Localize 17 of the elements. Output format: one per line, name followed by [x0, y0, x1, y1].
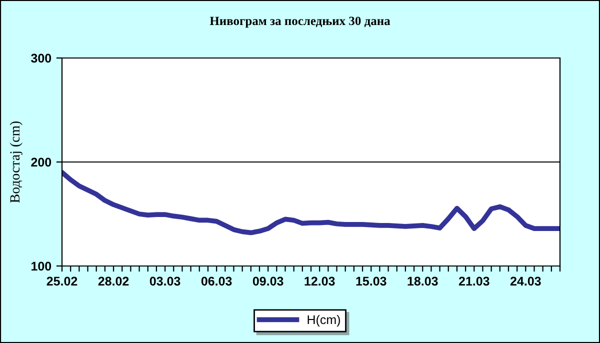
x-tick-label: 03.03 [150, 276, 180, 286]
x-tick-label: 15.03 [356, 276, 386, 286]
x-tick-label: 09.03 [252, 276, 284, 286]
y-axis-title: Водостај (cm) [10, 121, 22, 203]
y-tick-label: 300 [31, 54, 52, 63]
y-tick-label: 100 [32, 262, 52, 271]
x-tick-label: 18.03 [408, 276, 438, 286]
x-tick-label: 24.03 [510, 276, 541, 286]
chart-title: Нивограм за последњих 30 дана [210, 16, 390, 28]
line-series [62, 170, 560, 236]
legend-label: H(cm) [308, 314, 340, 327]
x-tick-label: 06.03 [201, 276, 232, 286]
x-tick-label: 12.03 [304, 276, 335, 286]
x-tick-label: 21.03 [458, 276, 490, 286]
x-tick-label: 28.02 [98, 276, 129, 286]
y-tick-label: 200 [31, 158, 52, 167]
x-tick-label: 25.02 [46, 276, 78, 286]
